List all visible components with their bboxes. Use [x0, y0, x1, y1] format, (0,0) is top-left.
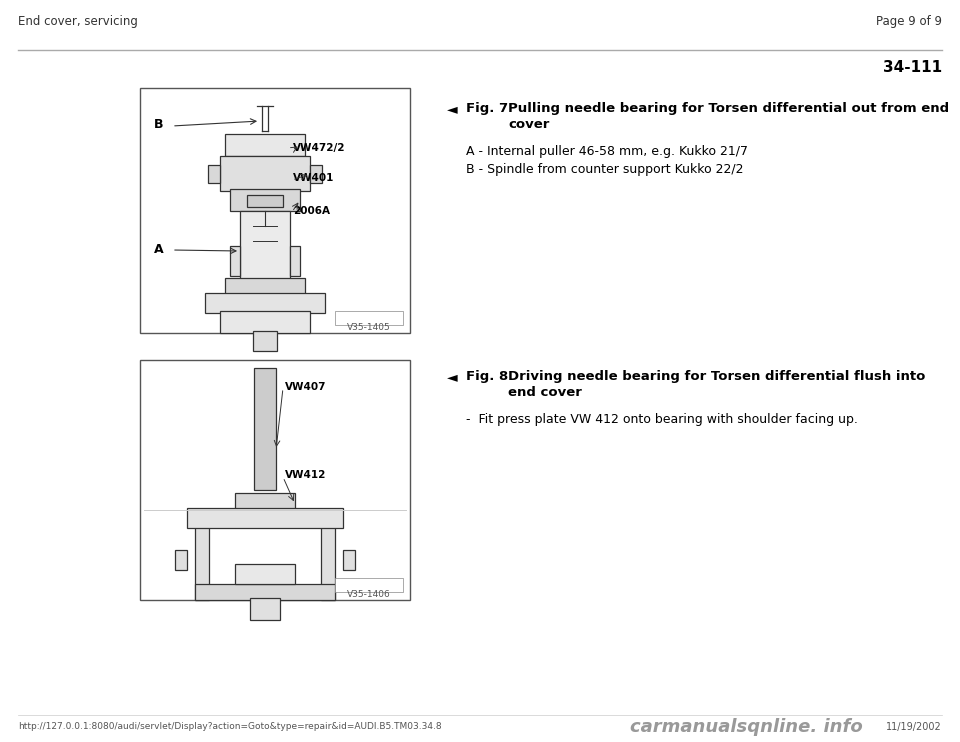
- Bar: [240, 211, 290, 281]
- Bar: [310, 165, 322, 183]
- Text: cover: cover: [508, 118, 549, 131]
- Bar: [321, 510, 335, 600]
- Text: End cover, servicing: End cover, servicing: [18, 15, 138, 28]
- Bar: [253, 331, 277, 351]
- Bar: [205, 293, 325, 313]
- Bar: [230, 189, 300, 211]
- Bar: [220, 311, 310, 333]
- Text: Pulling needle bearing for Torsen differential out from end: Pulling needle bearing for Torsen differ…: [508, 102, 949, 115]
- Bar: [250, 598, 280, 620]
- Text: 2006A: 2006A: [293, 206, 330, 216]
- Text: A - Internal puller 46-58 mm, e.g. Kukko 21/7: A - Internal puller 46-58 mm, e.g. Kukko…: [466, 145, 748, 158]
- Text: A: A: [154, 243, 163, 256]
- Bar: [140, 360, 410, 600]
- Bar: [220, 156, 310, 191]
- Text: V35-1405: V35-1405: [348, 323, 391, 332]
- Text: 34-111: 34-111: [883, 60, 942, 75]
- Text: -  Fit press plate VW 412 onto bearing with shoulder facing up.: - Fit press plate VW 412 onto bearing wi…: [466, 413, 858, 426]
- Text: VW401: VW401: [293, 173, 334, 183]
- Text: B: B: [154, 118, 163, 131]
- Bar: [140, 88, 410, 333]
- Bar: [254, 368, 276, 490]
- Bar: [225, 134, 305, 156]
- Text: VW472/2: VW472/2: [293, 143, 346, 153]
- Text: ◄: ◄: [447, 102, 458, 116]
- Bar: [195, 584, 335, 600]
- Text: ◄: ◄: [447, 370, 458, 384]
- Text: end cover: end cover: [508, 386, 582, 399]
- Text: B - Spindle from counter support Kukko 22/2: B - Spindle from counter support Kukko 2…: [466, 163, 743, 176]
- Bar: [187, 508, 343, 528]
- Text: VW412: VW412: [285, 470, 326, 480]
- Bar: [335, 311, 403, 325]
- Bar: [195, 510, 209, 600]
- Text: http://127.0.0.1:8080/audi/servlet/Display?action=Goto&type=repair&id=AUDI.B5.TM: http://127.0.0.1:8080/audi/servlet/Displ…: [18, 722, 442, 731]
- Text: Driving needle bearing for Torsen differential flush into: Driving needle bearing for Torsen differ…: [508, 370, 925, 383]
- Bar: [208, 165, 220, 183]
- Text: Fig. 7: Fig. 7: [466, 102, 508, 115]
- Bar: [225, 278, 305, 296]
- Bar: [290, 246, 300, 276]
- Bar: [343, 550, 355, 570]
- Bar: [247, 195, 283, 207]
- Bar: [230, 246, 240, 276]
- Text: V35-1406: V35-1406: [348, 590, 391, 599]
- Text: Page 9 of 9: Page 9 of 9: [876, 15, 942, 28]
- Text: carmanualsqnline. info: carmanualsqnline. info: [630, 718, 863, 736]
- Text: Fig. 8: Fig. 8: [466, 370, 508, 383]
- Text: 11/19/2002: 11/19/2002: [886, 722, 942, 732]
- Bar: [175, 550, 187, 570]
- Bar: [235, 493, 295, 515]
- Bar: [235, 564, 295, 584]
- Bar: [335, 578, 403, 592]
- Text: VW407: VW407: [285, 382, 326, 392]
